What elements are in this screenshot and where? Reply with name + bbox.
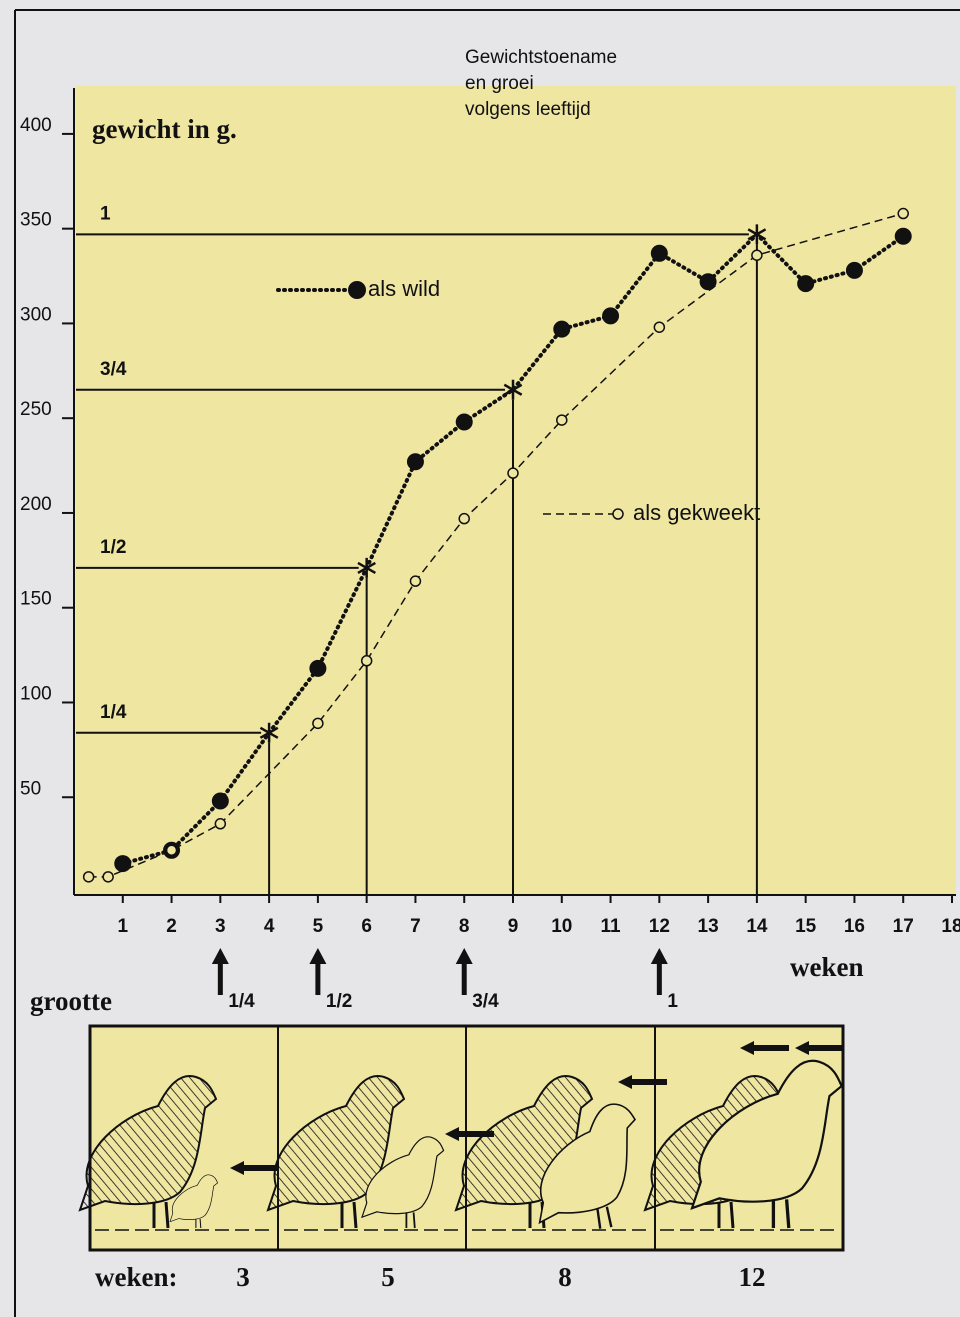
legend-marker [348,281,366,299]
size-arrow [309,948,326,995]
illustration-week: 12 [739,1262,766,1292]
plot-area [76,86,956,895]
x-tick-label: 15 [795,916,817,937]
x-tick-label: 8 [459,916,470,937]
threshold-label: 1/2 [100,537,126,558]
illustration [80,1026,844,1250]
bred-point [313,718,323,728]
bred-point [410,576,420,586]
x-tick-label: 13 [698,916,719,937]
wild-point [846,262,862,278]
legend-marker [613,509,623,519]
y-tick-label: 100 [20,683,52,704]
x-tick-label: 3 [215,916,226,937]
bred-point [654,322,664,332]
wild-point [651,245,667,261]
bred-point [167,845,177,855]
figure: Gewichtstoenameen groeivolgens leeftijd … [0,0,960,1317]
size-arrow-label: 1/2 [326,991,352,1012]
illustration-week: 8 [558,1262,572,1292]
x-axis-label: weken [790,952,864,982]
threshold-label: 1/4 [100,702,127,723]
wild-point [407,454,423,470]
x-tick-label: 7 [410,916,421,937]
threshold-label: 3/4 [100,359,127,380]
wild-point [895,228,911,244]
bred-point [557,415,567,425]
bred-point [508,468,518,478]
y-tick-label: 50 [20,778,41,799]
illustration-label: weken: [95,1262,178,1292]
y-tick-label: 400 [20,115,52,136]
size-label: grootte [30,986,112,1016]
wild-point [456,414,472,430]
size-arrow-label: 3/4 [472,991,499,1012]
wild-point [310,660,326,676]
legend-label: als wild [368,276,440,301]
illustration-week: 3 [236,1262,250,1292]
wild-point [603,308,619,324]
legend-label: als gekweekt [633,500,760,525]
y-axis-label: gewicht in g. [92,114,237,144]
bred-point [459,514,469,524]
size-arrow [651,948,668,995]
size-arrow-label: 1 [667,991,678,1012]
x-tick-label: 1 [117,916,128,937]
x-tick-label: 18 [941,916,960,937]
x-tick-label: 2 [166,916,177,937]
size-arrow [456,948,473,995]
x-tick-label: 6 [361,916,372,937]
bred-point [103,872,113,882]
y-tick-label: 200 [20,494,52,515]
bred-point [362,656,372,666]
x-tick-label: 5 [313,916,324,937]
bred-point [84,872,94,882]
illustration-week: 5 [381,1262,395,1292]
wild-point [554,321,570,337]
y-tick-label: 250 [20,399,52,420]
x-tick-label: 11 [601,916,622,937]
wild-point [798,276,814,292]
bred-point [898,209,908,219]
x-tick-label: 10 [551,916,572,937]
threshold-label: 1 [100,203,111,224]
x-tick-label: 4 [264,916,275,937]
x-tick-label: 12 [649,916,670,937]
x-tick-label: 17 [893,916,914,937]
y-tick-label: 150 [20,589,52,610]
x-tick-label: 9 [508,916,519,937]
size-arrow-label: 1/4 [228,991,255,1012]
y-tick-label: 300 [20,304,52,325]
page: {"chart_data":{"type":"line","title":"Ge… [0,0,960,1317]
bred-point [752,250,762,260]
size-arrow [212,948,229,995]
wild-point [212,793,228,809]
x-tick-label: 14 [746,916,768,937]
bred-point [215,819,225,829]
x-tick-label: 16 [844,916,865,937]
y-tick-label: 350 [20,210,52,231]
